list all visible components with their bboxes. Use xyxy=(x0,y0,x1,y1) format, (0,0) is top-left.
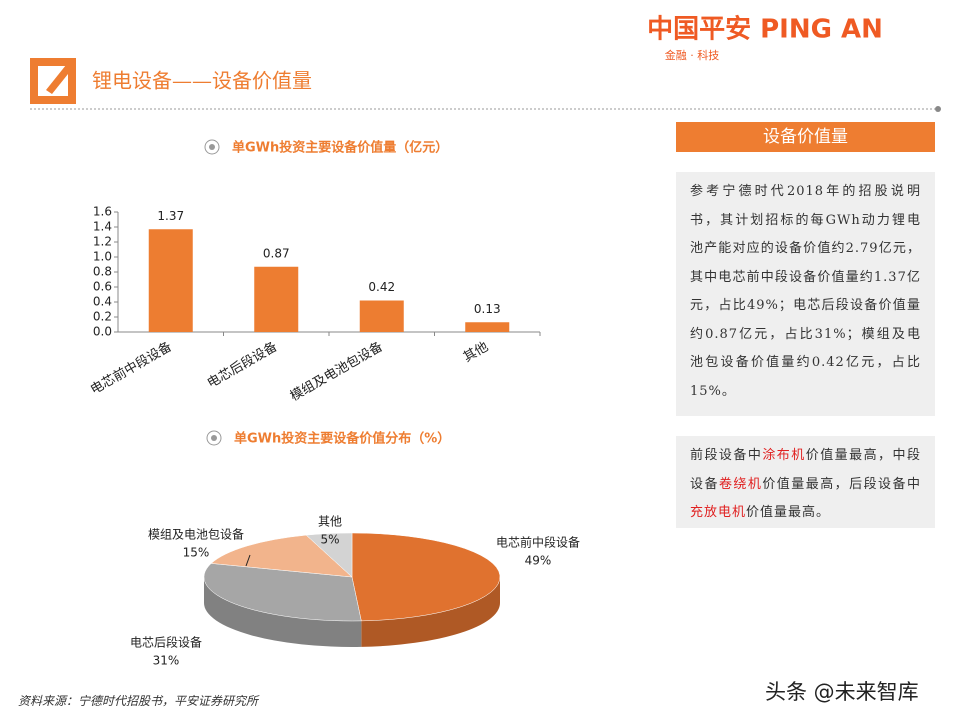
title-icon xyxy=(206,430,222,446)
watermark: 头条 @未来智库 xyxy=(765,680,919,704)
pie-value-label: 31% xyxy=(153,654,180,668)
logo: 中国平安 PING AN xyxy=(647,15,883,45)
text: 价值量最高。 xyxy=(746,505,831,520)
highlight: 涂布机 xyxy=(762,448,806,463)
pie-slice xyxy=(203,563,362,622)
bar xyxy=(465,322,510,332)
data-label: 0.42 xyxy=(368,280,395,294)
divider-dot xyxy=(935,106,941,112)
y-tick-label: 1.6 xyxy=(93,205,112,219)
pie-label: 电芯前中段设备 xyxy=(496,535,580,550)
text: 价值量最高，后段设备中 xyxy=(762,476,921,492)
y-tick-label: 0.6 xyxy=(93,280,112,294)
y-tick-label: 1.4 xyxy=(93,220,112,234)
source: 资料来源：宁德时代招股书，平安证券研究所 xyxy=(18,694,259,708)
pie-slice xyxy=(351,532,501,622)
side-paragraph: 参考宁德时代2018年的招股说明书，其计划招标的每GWh动力锂电池产能对应的设备… xyxy=(676,172,935,416)
bar-chart-title: 单GWh投资主要设备价值量（亿元） xyxy=(232,140,448,156)
pie-label: 其他 xyxy=(318,515,342,529)
x-tick-label: 电芯后段设备 xyxy=(204,339,280,392)
data-label: 0.13 xyxy=(474,302,501,316)
data-label: 1.37 xyxy=(157,209,184,223)
y-tick-label: 0.4 xyxy=(93,295,112,309)
pie-chart-title: 单GWh投资主要设备价值分布（%） xyxy=(234,431,450,447)
logo-tagline: 金融 · 科技 xyxy=(665,48,720,62)
side-paragraph: 前段设备中涂布机价值量最高，中段设备卷绕机价值量最高，后段设备中充放电机价值量最… xyxy=(676,436,935,528)
text: 价值量最高，中段设备 xyxy=(690,448,921,492)
highlight: 充放电机 xyxy=(690,505,747,520)
pie-value-label: 49% xyxy=(525,554,552,568)
bar xyxy=(148,229,193,332)
pie-side xyxy=(204,577,362,647)
bar xyxy=(254,266,299,332)
pie-slice xyxy=(305,532,353,578)
y-tick-label: 0.0 xyxy=(93,325,112,339)
data-label: 0.87 xyxy=(263,246,290,260)
x-tick-label: 其他 xyxy=(461,340,491,366)
pie-label: 模组及电池包设备 xyxy=(148,528,244,542)
side-title: 设备价值量 xyxy=(676,122,935,152)
x-tick-label: 电芯前中段设备 xyxy=(88,339,175,398)
title-icon xyxy=(204,139,220,155)
y-tick-label: 0.8 xyxy=(93,265,112,279)
y-tick-label: 1.2 xyxy=(93,235,112,249)
pie-slice xyxy=(210,534,353,578)
pie-value-label: 15% xyxy=(183,546,210,560)
x-tick-label: 模组及电池包设备 xyxy=(287,339,385,405)
header-title: 锂电设备——设备价值量 xyxy=(92,69,312,93)
pie-side xyxy=(361,577,500,647)
highlight: 卷绕机 xyxy=(718,476,763,492)
pie-label: 电芯后段设备 xyxy=(130,635,202,650)
title-icon xyxy=(211,435,217,441)
text: 前段设备中 xyxy=(690,448,763,463)
y-tick-label: 1.0 xyxy=(93,250,112,264)
pencil xyxy=(46,60,76,94)
title-icon xyxy=(209,144,215,150)
pie-value-label: 5% xyxy=(320,533,339,547)
bar xyxy=(359,300,404,332)
y-tick-label: 0.2 xyxy=(93,310,112,324)
leader-line xyxy=(245,554,251,567)
